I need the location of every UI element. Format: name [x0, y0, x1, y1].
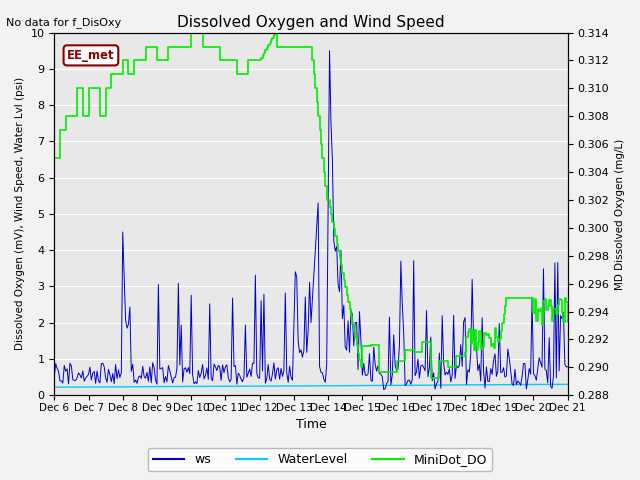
Y-axis label: Dissolved Oxygen (mV), Wind Speed, Water Lvl (psi): Dissolved Oxygen (mV), Wind Speed, Water… [15, 77, 25, 350]
X-axis label: Time: Time [296, 419, 326, 432]
Text: EE_met: EE_met [67, 49, 115, 62]
Y-axis label: MD Dissolved Oxygen (mg/L): MD Dissolved Oxygen (mg/L) [615, 138, 625, 289]
Title: Dissolved Oxygen and Wind Speed: Dissolved Oxygen and Wind Speed [177, 15, 445, 30]
Legend: ws, WaterLevel, MiniDot_DO: ws, WaterLevel, MiniDot_DO [148, 448, 492, 471]
Text: No data for f_DisOxy: No data for f_DisOxy [6, 17, 122, 28]
